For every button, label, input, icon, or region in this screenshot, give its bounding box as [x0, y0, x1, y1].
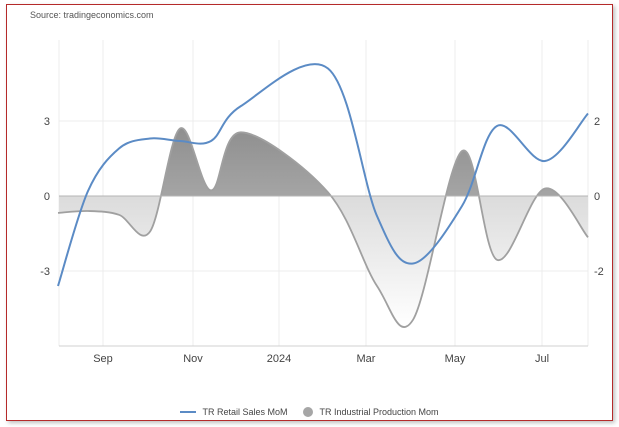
- left-y-tick-label: 0: [44, 191, 50, 203]
- legend-label-retail: TR Retail Sales MoM: [202, 407, 288, 417]
- x-tick-label: Jul: [535, 353, 549, 365]
- legend-item-retail[interactable]: TR Retail Sales MoM: [180, 407, 287, 417]
- right-y-tick-label: -2: [594, 266, 604, 278]
- source-label: Source: tradingeconomics.com: [30, 10, 154, 20]
- x-tick-label: Mar: [357, 353, 376, 365]
- left-y-tick-label: 3: [44, 116, 50, 128]
- x-tick-label: May: [445, 353, 466, 365]
- legend-dot-swatch: [303, 407, 314, 417]
- x-tick-label: Nov: [183, 353, 203, 365]
- x-tick-label: Sep: [93, 353, 113, 365]
- right-y-tick-label: 2: [594, 116, 600, 128]
- legend-item-industrial[interactable]: TR Industrial Production Mom: [303, 407, 439, 417]
- legend: TR Retail Sales MoM TR Industrial Produc…: [0, 407, 619, 417]
- retail-sales-line: [57, 63, 589, 287]
- legend-label-industrial: TR Industrial Production Mom: [319, 407, 439, 417]
- industrial-area-negative: [59, 196, 588, 327]
- left-y-tick-label: -3: [40, 266, 50, 278]
- industrial-line: [57, 127, 589, 328]
- x-tick-label: 2024: [267, 353, 291, 365]
- right-y-tick-label: 0: [594, 191, 600, 203]
- legend-line-swatch: [180, 411, 197, 413]
